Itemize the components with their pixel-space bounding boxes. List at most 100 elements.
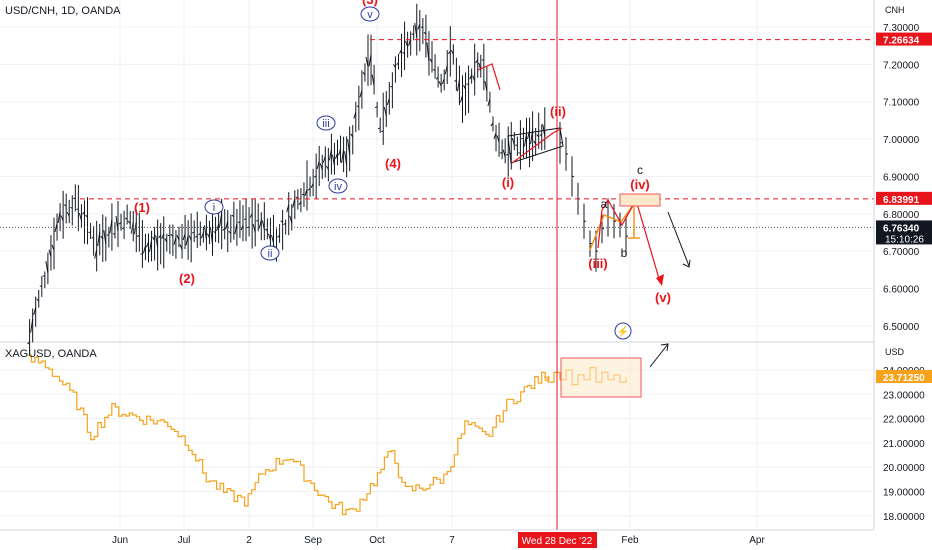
price-bar-tick (33, 307, 37, 316)
price-bar-tick (377, 127, 381, 130)
price-bar-tick (331, 154, 335, 166)
price-bar-tick (429, 58, 433, 63)
wave-label-v: (v) (655, 290, 671, 305)
price-bar-tick (63, 204, 67, 207)
price-bar-tick (399, 49, 402, 54)
price-bar-tick (328, 149, 332, 161)
wave-label-ii: ii (268, 248, 273, 260)
price-bar-tick (365, 56, 369, 67)
wave-label-3: (3) (362, 0, 378, 7)
price-bar-tick (511, 137, 515, 146)
price-tag-6.76340 (876, 220, 932, 245)
price-bar-tick (179, 244, 183, 250)
price-bar-tick (359, 90, 363, 98)
annotations: (1)(2)(3)(4)(i)(ii)(iii)(iv)(v)iiiiiiivv… (0, 0, 874, 530)
price-bar-tick (133, 221, 137, 235)
price-bar-tick (438, 81, 442, 87)
price-bar-tick (185, 235, 189, 246)
silver-arrowhead (660, 343, 669, 352)
price-bar-tick (258, 219, 262, 229)
wave-label-v: v (367, 9, 373, 21)
price-bar-tick (344, 151, 348, 166)
price-bar-tick (210, 227, 214, 245)
price-bar-tick (216, 224, 220, 232)
lightning-icon (614, 322, 632, 340)
price-bar-tick (420, 26, 424, 29)
countdown-label: 15:10:26 (885, 234, 924, 245)
price-bar-tick (396, 62, 399, 65)
wave-label-b: b (621, 246, 628, 260)
price-bar-tick (490, 122, 494, 127)
target-box (619, 193, 661, 207)
price-bar-tick (194, 235, 198, 238)
price-bar-tick (198, 233, 201, 236)
price-bar-tick (73, 197, 76, 200)
wave-circle-v (360, 6, 380, 22)
wave-abc-path (589, 203, 635, 251)
x-tick-label: 2 (246, 535, 252, 546)
price-bar-tick (60, 215, 64, 222)
price-bar-tick (265, 228, 268, 232)
price-bar-tick (353, 112, 357, 119)
wave-ii-channel (507, 127, 564, 164)
price-bar-tick (423, 31, 427, 35)
price-tag-text: 6.83991 (883, 195, 920, 206)
price-bar-tick (417, 24, 421, 30)
price-bar-tick (127, 220, 131, 224)
price-bar-tick (304, 189, 308, 196)
price-bar-tick (316, 161, 320, 169)
price-bar-tick (536, 134, 540, 138)
price-bar-tick (499, 152, 503, 154)
price-bar-tick (231, 214, 235, 218)
price-bar-tick (338, 148, 342, 156)
price-bar-tick (475, 59, 479, 64)
bottom-y-tick-label: 21.00000 (883, 439, 925, 450)
price-bar-tick (521, 137, 524, 140)
price-bar-tick (213, 230, 216, 234)
wave-label-c: c (637, 163, 643, 177)
forecast-arrow-black (667, 211, 690, 267)
price-bar-tick (456, 79, 460, 92)
price-bar-tick (524, 133, 528, 147)
price-bar-tick (335, 153, 338, 160)
price-bar-tick (48, 249, 52, 257)
price-bar-tick (515, 144, 518, 146)
forecast-arrowhead-black (682, 259, 691, 268)
price-bar-tick (441, 78, 445, 85)
xagusd-symbol-label[interactable]: XAGUSD, OANDA (5, 348, 97, 360)
price-axis-background (874, 0, 932, 550)
top-currency-label: CNH (885, 5, 905, 15)
price-bar-tick (54, 223, 58, 232)
usdcnh-price-bars (27, 3, 628, 356)
forecast-wave-v-path (597, 198, 661, 283)
wave-path-top (477, 63, 501, 91)
price-bar-tick (472, 75, 476, 82)
price-bar-tick (371, 74, 375, 86)
usdcnh-symbol-label[interactable]: USD/CNH, 1D, OANDA (5, 5, 121, 17)
price-bar-tick (463, 84, 466, 90)
price-bar-tick (57, 211, 61, 224)
price-bar-tick (322, 156, 326, 163)
price-bar-tick (493, 132, 497, 140)
price-bar-tick (402, 51, 405, 55)
price-bar-tick (155, 235, 159, 248)
price-bar-tick (283, 222, 286, 225)
price-bar-tick (374, 106, 378, 109)
price-bar-tick (219, 212, 223, 228)
top-y-tick-label: 6.80000 (883, 210, 920, 221)
price-bar-tick (341, 149, 345, 164)
price-bar-tick (252, 223, 256, 233)
price-tag-text: 7.26634 (883, 36, 920, 47)
price-bar-tick (103, 230, 107, 245)
top-y-tick-label: 6.70000 (883, 247, 920, 258)
x-tick-label: 7 (449, 535, 455, 546)
x-tick-label: Jun (112, 535, 128, 546)
price-bar-tick (85, 214, 88, 218)
xagusd-line (27, 354, 627, 516)
price-bar-tick (286, 204, 290, 213)
x-tick-label: Jul (178, 535, 191, 546)
wave-circle-i (204, 199, 224, 215)
price-bar-tick (100, 235, 104, 240)
price-bar-tick (170, 233, 174, 237)
